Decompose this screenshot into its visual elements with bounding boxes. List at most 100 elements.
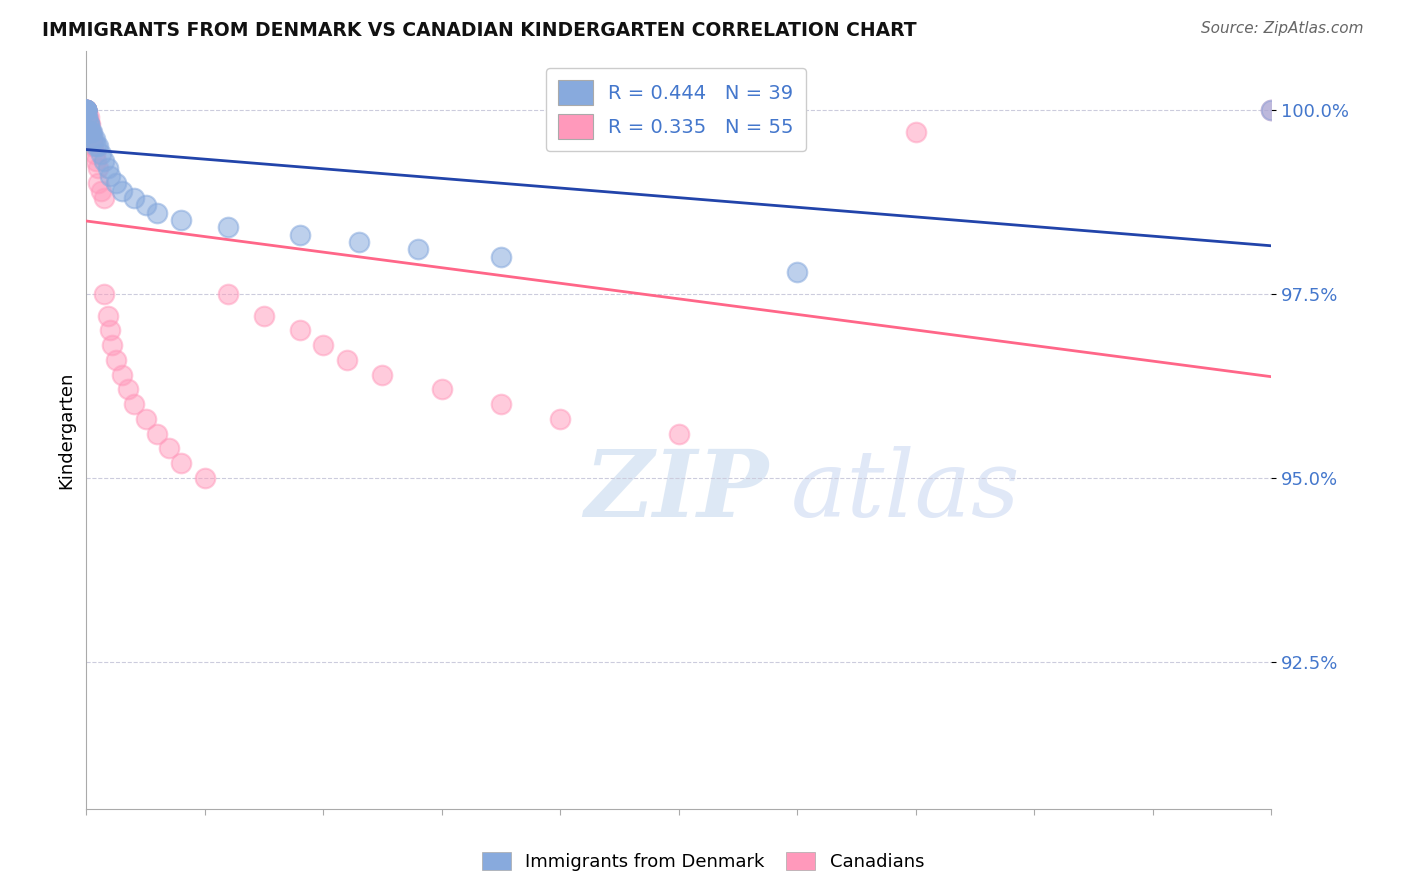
Point <box>75 103 97 117</box>
Point <box>288 323 311 337</box>
Point <box>786 264 808 278</box>
Point <box>82 125 104 139</box>
Point <box>217 220 239 235</box>
Point <box>75 103 97 117</box>
Point <box>75 103 97 117</box>
Point <box>75 103 97 117</box>
Text: ZIP: ZIP <box>583 445 768 535</box>
Point <box>80 132 103 146</box>
Point <box>97 309 120 323</box>
Point <box>77 117 100 131</box>
Point <box>253 309 276 323</box>
Point <box>89 184 111 198</box>
Point <box>157 442 180 456</box>
Point <box>111 368 134 382</box>
Point <box>75 103 97 117</box>
Point <box>170 456 193 470</box>
Point <box>75 103 97 117</box>
Point <box>312 338 335 352</box>
Point <box>89 146 111 161</box>
Point <box>97 161 120 176</box>
Point <box>217 286 239 301</box>
Point <box>82 139 104 153</box>
Point <box>1260 103 1282 117</box>
Point <box>1260 103 1282 117</box>
Point <box>82 139 104 153</box>
Point <box>117 382 139 396</box>
Point <box>93 286 115 301</box>
Point <box>93 191 115 205</box>
Point <box>170 213 193 227</box>
Point <box>93 154 115 169</box>
Point <box>98 169 121 183</box>
Point <box>79 125 101 139</box>
Point <box>75 103 97 117</box>
Point <box>75 103 97 117</box>
Point <box>80 125 103 139</box>
Point <box>77 110 100 124</box>
Point <box>82 132 104 146</box>
Point <box>76 110 98 124</box>
Point <box>77 117 100 131</box>
Text: Source: ZipAtlas.com: Source: ZipAtlas.com <box>1201 21 1364 36</box>
Point <box>111 184 134 198</box>
Point <box>668 426 690 441</box>
Point <box>75 103 97 117</box>
Point <box>87 176 110 190</box>
Point <box>84 139 107 153</box>
Point <box>194 471 217 485</box>
Point <box>76 110 98 124</box>
Point <box>76 110 98 124</box>
Point <box>76 110 98 124</box>
Point <box>77 117 100 131</box>
Point <box>336 352 359 367</box>
Text: atlas: atlas <box>792 445 1021 535</box>
Point <box>101 338 124 352</box>
Point <box>79 117 101 131</box>
Point <box>904 125 927 139</box>
Legend: Immigrants from Denmark, Canadians: Immigrants from Denmark, Canadians <box>475 845 931 879</box>
Point <box>489 250 512 264</box>
Point <box>347 235 370 249</box>
Point <box>371 368 394 382</box>
Point <box>146 426 169 441</box>
Point <box>75 103 97 117</box>
Point <box>98 323 121 337</box>
Point <box>548 412 571 426</box>
Point <box>75 103 97 117</box>
Point <box>84 154 107 169</box>
Point <box>75 103 97 117</box>
Legend: R = 0.444   N = 39, R = 0.335   N = 55: R = 0.444 N = 39, R = 0.335 N = 55 <box>547 68 806 151</box>
Point <box>79 125 101 139</box>
Point <box>75 103 97 117</box>
Point <box>80 125 103 139</box>
Point <box>75 103 97 117</box>
Point <box>288 227 311 242</box>
Point <box>406 243 429 257</box>
Point <box>82 132 104 146</box>
Point <box>75 103 97 117</box>
Point <box>79 125 101 139</box>
Point <box>75 103 97 117</box>
Point <box>82 132 104 146</box>
Point <box>104 176 127 190</box>
Point <box>75 103 97 117</box>
Point <box>122 397 145 411</box>
Point <box>104 352 127 367</box>
Point <box>77 117 100 131</box>
Point <box>75 103 97 117</box>
Point <box>430 382 453 396</box>
Point <box>87 139 110 153</box>
Point <box>122 191 145 205</box>
Point <box>83 146 105 161</box>
Point <box>87 161 110 176</box>
Point <box>135 412 157 426</box>
Point <box>79 125 101 139</box>
Point <box>75 103 97 117</box>
Point <box>83 132 105 146</box>
Point <box>75 103 97 117</box>
Y-axis label: Kindergarten: Kindergarten <box>58 371 75 489</box>
Point <box>489 397 512 411</box>
Point <box>135 198 157 212</box>
Point <box>146 205 169 219</box>
